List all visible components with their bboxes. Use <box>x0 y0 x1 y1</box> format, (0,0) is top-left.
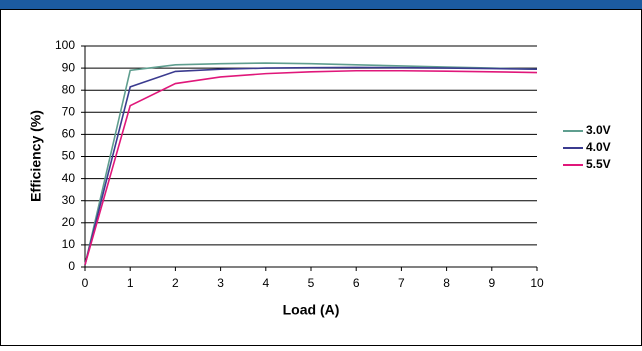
series-line <box>84 69 538 266</box>
x-tick-label: 10 <box>530 276 544 290</box>
x-tick-label: 7 <box>398 276 405 290</box>
x-tick-label: 1 <box>127 276 134 290</box>
y-tick-label: 60 <box>62 127 76 141</box>
x-tick-label: 8 <box>443 276 450 290</box>
x-tick-label: 4 <box>262 276 269 290</box>
y-tick-label: 80 <box>62 82 76 96</box>
series-line <box>84 66 538 265</box>
legend-label: 4.0V <box>586 140 611 154</box>
y-tick-label: 30 <box>62 193 76 207</box>
panel <box>0 9 642 346</box>
y-tick-label: 100 <box>55 38 75 52</box>
x-tick-label: 3 <box>217 276 224 290</box>
y-tick-label: 70 <box>62 104 76 118</box>
y-tick-label: 20 <box>62 215 76 229</box>
x-tick-label: 5 <box>308 276 315 290</box>
x-tick-label: 0 <box>82 276 89 290</box>
y-tick-label: 0 <box>68 259 75 273</box>
legend-label: 5.5V <box>586 157 611 171</box>
x-tick-label: 6 <box>353 276 360 290</box>
y-tick-label: 50 <box>62 149 76 163</box>
series-line <box>84 62 538 265</box>
y-axis-label: Efficiency (%) <box>28 110 44 202</box>
x-axis-label: Load (A) <box>283 302 340 318</box>
legend-label: 3.0V <box>586 123 611 137</box>
header-band <box>0 0 642 9</box>
x-tick-label: 2 <box>172 276 179 290</box>
x-tick-label: 9 <box>488 276 495 290</box>
y-tick-label: 90 <box>62 60 76 74</box>
y-tick-label: 10 <box>62 237 76 251</box>
y-tick-label: 40 <box>62 171 76 185</box>
